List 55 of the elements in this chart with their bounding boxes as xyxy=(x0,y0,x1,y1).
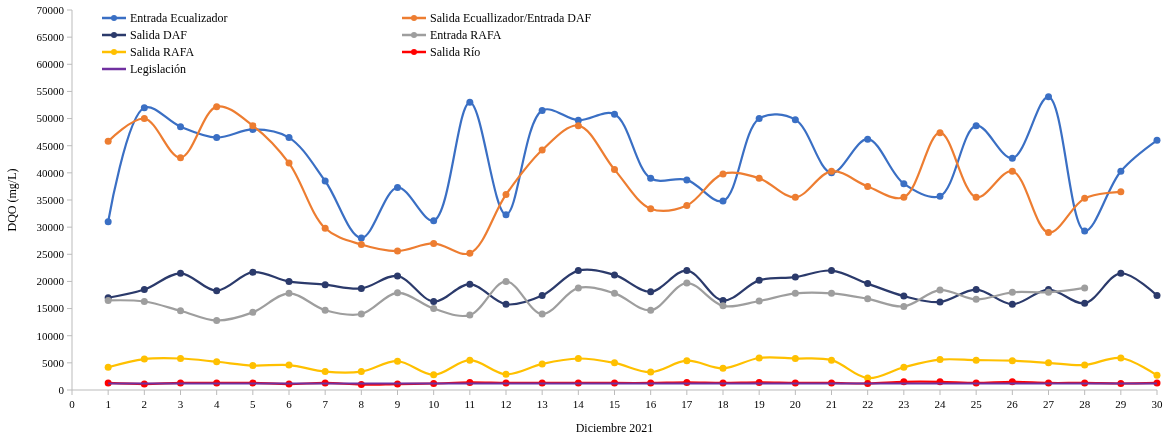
x-tick-label: 24 xyxy=(934,398,946,410)
x-tick-label: 12 xyxy=(500,398,512,410)
y-axis-title: DQO (mg/L) xyxy=(5,168,19,232)
x-tick-label: 17 xyxy=(681,398,693,410)
x-tick-label: 15 xyxy=(609,398,621,410)
y-tick-label: 30000 xyxy=(36,220,65,233)
x-axis-title: Diciembre 2021 xyxy=(575,421,654,435)
y-tick-label: 20000 xyxy=(36,275,65,288)
y-tick-label: 25000 xyxy=(36,248,65,261)
x-tick-label: 11 xyxy=(464,398,476,410)
x-tick-label: 7 xyxy=(322,398,329,410)
x-tick-label: 20 xyxy=(789,398,802,410)
legend-label: Entrada RAFA xyxy=(430,28,502,43)
x-tick-label: 8 xyxy=(358,398,365,410)
x-tick-label: 27 xyxy=(1043,398,1055,410)
legend-label: Salida DAF xyxy=(130,28,188,43)
x-tick-label: 26 xyxy=(1006,398,1019,410)
x-tick-label: 21 xyxy=(826,398,837,410)
y-tick-label: 0 xyxy=(58,383,65,396)
x-tick-label: 28 xyxy=(1079,398,1091,410)
legend-label: Salida Río xyxy=(430,45,481,60)
y-tick-label: 40000 xyxy=(36,166,65,179)
x-tick-label: 9 xyxy=(394,398,401,410)
legend-label: Salida Ecuallizador/Entrada DAF xyxy=(430,11,592,26)
y-tick-label: 10000 xyxy=(36,329,65,342)
x-tick-label: 14 xyxy=(572,398,585,410)
x-tick-label: 6 xyxy=(286,398,293,410)
y-tick-label: 65000 xyxy=(36,30,65,43)
y-tick-label: 15000 xyxy=(36,302,65,315)
y-tick-label: 55000 xyxy=(36,85,65,98)
x-tick-label: 0 xyxy=(69,398,76,410)
x-tick-label: 29 xyxy=(1115,398,1127,410)
y-tick-label: 70000 xyxy=(36,3,65,16)
x-tick-label: 25 xyxy=(970,398,983,410)
x-tick-label: 10 xyxy=(428,398,440,410)
x-tick-label: 4 xyxy=(213,398,220,410)
x-tick-label: 19 xyxy=(753,398,766,410)
x-tick-label: 22 xyxy=(862,398,874,410)
x-tick-label: 23 xyxy=(898,398,910,410)
legend-label: Entrada Ecualizador xyxy=(130,11,228,26)
y-tick-label: 5000 xyxy=(42,356,65,369)
x-tick-label: 30 xyxy=(1151,398,1163,410)
y-tick-label: 60000 xyxy=(36,58,65,71)
y-tick-label: 50000 xyxy=(36,112,65,125)
legend-label: Salida RAFA xyxy=(130,45,195,60)
y-tick-label: 35000 xyxy=(36,193,65,206)
x-tick-label: 2 xyxy=(141,398,148,410)
x-tick-label: 3 xyxy=(177,398,184,410)
x-tick-label: 1 xyxy=(105,398,111,410)
y-tick-label: 45000 xyxy=(36,139,65,152)
x-tick-label: 16 xyxy=(645,398,657,410)
legend-label: Legislación xyxy=(130,62,186,77)
x-tick-label: 13 xyxy=(536,398,549,410)
x-tick-label: 5 xyxy=(250,398,257,410)
x-tick-label: 18 xyxy=(717,398,729,410)
